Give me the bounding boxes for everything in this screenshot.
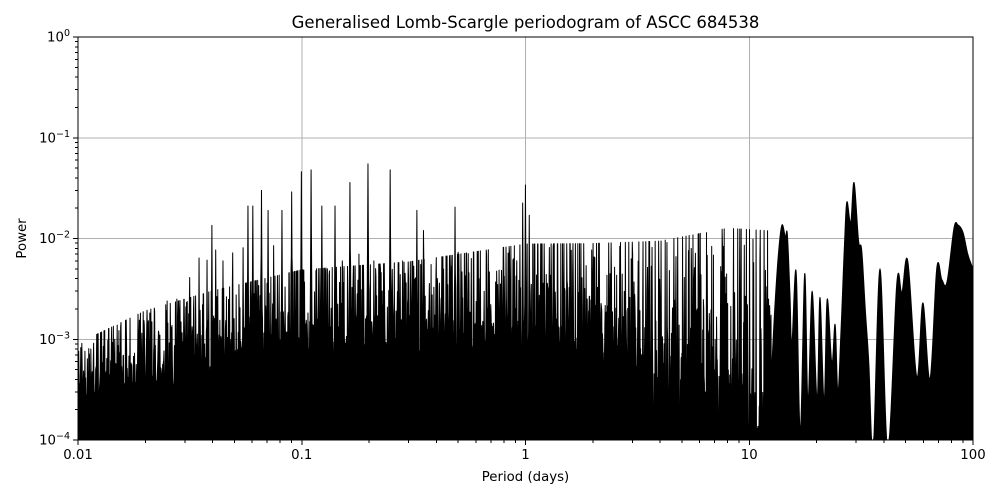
x-tick-label: 0.01 — [63, 448, 93, 463]
x-tick-label: 1 — [521, 448, 529, 463]
y-tick-label: 100 — [47, 28, 70, 46]
y-tick-labels: 100 10−1 10−2 10−3 10−4 — [39, 28, 70, 449]
y-tick-label: 10−2 — [39, 230, 70, 248]
periodogram-line — [77, 163, 974, 441]
y-tick-label: 10−4 — [39, 431, 70, 449]
y-tick-label: 10−1 — [39, 129, 70, 147]
x-axis-label: Period (days) — [482, 470, 569, 485]
chart-title: Generalised Lomb-Scargle periodogram of … — [292, 13, 760, 32]
x-tick-label: 0.1 — [291, 448, 312, 463]
axis-ticks — [73, 36, 974, 445]
y-tick-label: 10−3 — [39, 330, 70, 348]
periodogram-fill — [78, 163, 973, 440]
periodogram-series — [77, 163, 974, 441]
x-tick-label: 100 — [960, 448, 985, 463]
x-tick-label: 10 — [741, 448, 758, 463]
y-axis-label: Power — [15, 218, 30, 259]
x-tick-labels: 0.01 0.1 1 10 100 — [63, 448, 986, 463]
